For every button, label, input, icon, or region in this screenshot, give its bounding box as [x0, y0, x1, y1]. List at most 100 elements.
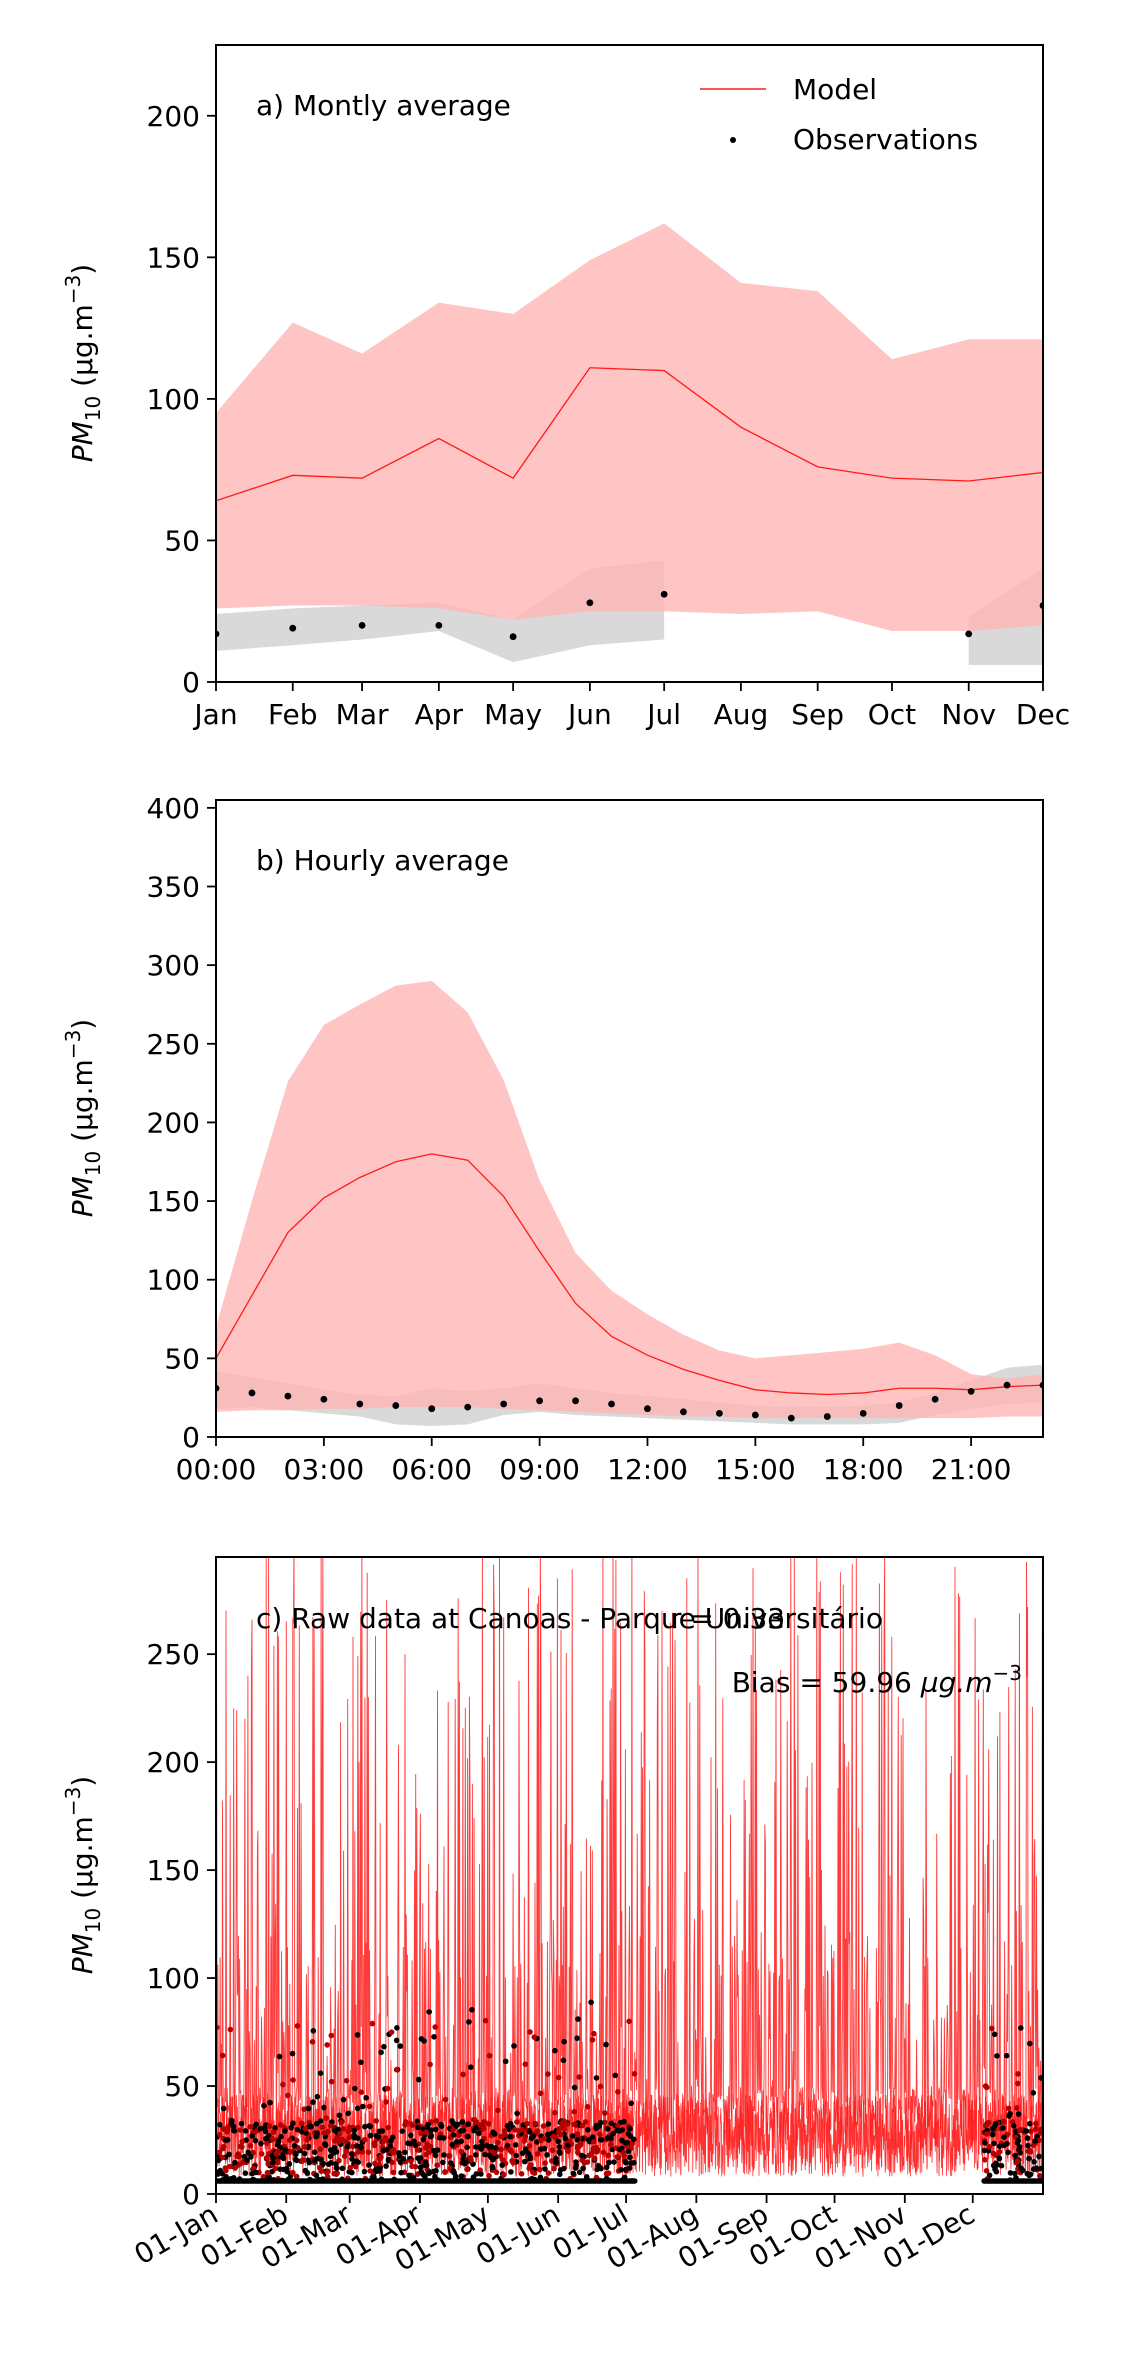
- observation-point: [280, 2151, 286, 2157]
- panel-c-r-value: r = 0.33: [670, 1602, 785, 1635]
- observation-point: [507, 2133, 513, 2140]
- observation-point: [363, 2095, 369, 2101]
- observation-point: [561, 2118, 567, 2124]
- y-tick-label: 100: [147, 1264, 200, 1297]
- observation-point: [438, 2123, 445, 2129]
- observation-point: [258, 2140, 264, 2147]
- observation-point: [572, 1397, 579, 1405]
- observation-point: [466, 2019, 472, 2025]
- panel-c-frame: [215, 1556, 1044, 2195]
- observation-point: [417, 2155, 424, 2161]
- observation-point: [501, 2128, 508, 2134]
- observation-point: [544, 2152, 550, 2158]
- observation-point: [317, 2146, 324, 2152]
- observation-point: [314, 2093, 321, 2100]
- observation-point: [1001, 2134, 1007, 2140]
- observation-point: [1028, 2128, 1034, 2135]
- x-tick-label: 03:00: [284, 1453, 365, 1486]
- observation-point: [593, 2075, 600, 2081]
- observation-point: [232, 2165, 238, 2171]
- observation-point: [591, 2155, 598, 2162]
- observation-point: [432, 2024, 439, 2030]
- observation-point: [1012, 2170, 1018, 2177]
- observation-point: [219, 2052, 226, 2059]
- observation-point: [280, 2155, 287, 2162]
- observation-point: [358, 2144, 365, 2151]
- observation-point: [321, 2130, 327, 2136]
- observation-point: [408, 2158, 414, 2165]
- observation-point: [418, 2130, 424, 2136]
- observation-point: [460, 2127, 467, 2134]
- observation-point: [621, 2118, 627, 2125]
- observation-point: [584, 2104, 591, 2110]
- observation-point: [304, 2137, 311, 2143]
- observation-point: [310, 2099, 316, 2105]
- observation-point: [556, 2149, 563, 2155]
- observation-point: [823, 1413, 831, 1420]
- observation-point: [513, 2152, 519, 2159]
- observation-point: [275, 2148, 281, 2154]
- observation-point: [536, 2166, 543, 2173]
- observation-point: [428, 1405, 436, 1413]
- observation-point: [627, 2125, 633, 2132]
- observation-point: [285, 2092, 291, 2099]
- observation-point: [220, 2105, 227, 2112]
- observation-point: [1038, 2165, 1043, 2172]
- observation-point: [931, 1395, 939, 1403]
- observation-point: [397, 2043, 404, 2049]
- observation-point: [270, 2129, 277, 2135]
- observation-point: [626, 2018, 632, 2025]
- observation-point: [574, 2035, 580, 2041]
- observation-point: [343, 2077, 350, 2084]
- observation-point: [430, 2147, 437, 2154]
- observation-point: [385, 2156, 392, 2163]
- observation-point: [660, 590, 668, 598]
- observation-point: [402, 2149, 408, 2156]
- observation-point: [602, 2110, 608, 2116]
- observation-point: [318, 2156, 324, 2163]
- observation-point: [409, 2122, 416, 2128]
- observation-point: [346, 2124, 353, 2131]
- observation-point: [497, 2153, 504, 2159]
- observation-point: [286, 2161, 293, 2167]
- observation-point: [270, 2159, 276, 2166]
- observation-point: [614, 2127, 620, 2134]
- observation-point: [644, 1405, 651, 1413]
- observation-point: [522, 2061, 529, 2067]
- observation-point: [455, 2121, 461, 2128]
- observation-point: [552, 2047, 558, 2054]
- observation-point: [537, 2090, 544, 2097]
- observation-point: [287, 2149, 293, 2155]
- observation-point: [449, 2141, 456, 2148]
- observation-point: [244, 2157, 250, 2163]
- legend: Model Observations: [700, 73, 978, 156]
- observation-point: [301, 2106, 307, 2112]
- observation-point: [373, 2118, 380, 2124]
- observation-point: [992, 2164, 998, 2170]
- observation-point: [314, 2130, 320, 2136]
- y-tick-label: 100: [147, 383, 200, 416]
- observation-point: [226, 2151, 232, 2158]
- observation-point: [991, 2140, 997, 2147]
- observation-point: [464, 2144, 471, 2151]
- observation-point: [1033, 2120, 1039, 2127]
- observation-point: [346, 2134, 353, 2141]
- observation-point: [433, 2118, 440, 2124]
- observation-point: [217, 2131, 223, 2138]
- observation-point: [1007, 2170, 1014, 2176]
- observation-point: [560, 2057, 567, 2064]
- observation-point: [628, 2160, 635, 2166]
- observation-point: [521, 2138, 528, 2144]
- observation-point: [482, 2151, 488, 2158]
- observation-point: [555, 2074, 562, 2081]
- observation-point: [519, 2150, 526, 2156]
- observation-point: [458, 2138, 465, 2144]
- observation-point: [502, 2058, 509, 2065]
- y-tick-label: 0: [182, 2178, 200, 2211]
- observation-point: [597, 2131, 603, 2138]
- observation-point: [332, 2161, 339, 2167]
- observation-point: [293, 2157, 300, 2164]
- panel-b-title: b) Hourly average: [256, 844, 509, 877]
- observations-range-band: [216, 560, 665, 663]
- observation-point: [319, 2124, 326, 2130]
